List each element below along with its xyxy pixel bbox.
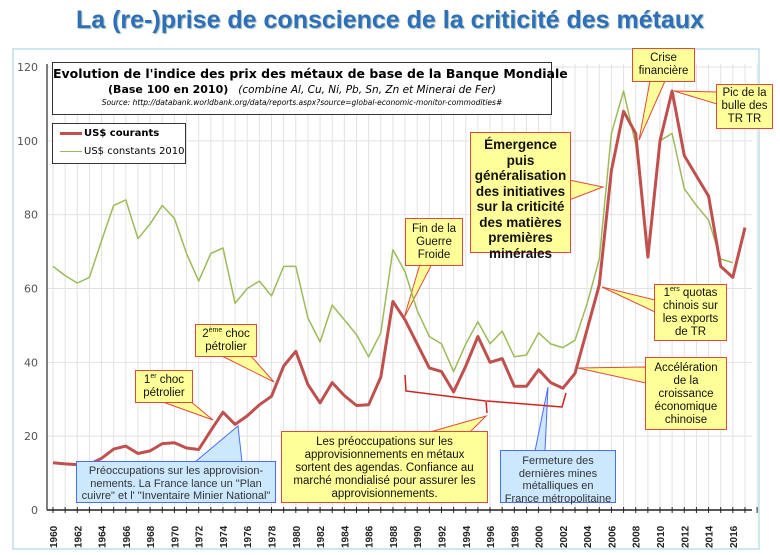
x-tick-label: 1988 [389, 525, 400, 548]
callout-preoccupations-1960s: Préoccupations sur les approvision-nemen… [76, 461, 276, 503]
x-tick-label: 2010 [656, 525, 667, 548]
legend-item-constants: US$ constants 2010 [60, 146, 185, 157]
x-tick-label: 1996 [486, 525, 497, 548]
x-tick-label: 1992 [437, 525, 448, 548]
x-tick-label: 1982 [316, 525, 327, 548]
x-tick-label: 2006 [607, 525, 618, 548]
chart-source: Source: http://databank.worldbank.org/da… [101, 98, 503, 107]
series-lines [52, 89, 747, 467]
x-tick-label: 2012 [680, 525, 691, 548]
x-tick-label: 1976 [243, 525, 254, 548]
legend-item-courants: US$ courants [60, 128, 159, 139]
slide-frame [12, 48, 760, 550]
callout-quotas: 1ers quotas chinois sur les exports de T… [654, 284, 727, 341]
x-tick-label: 1984 [340, 525, 351, 548]
series-line-courants [52, 89, 747, 467]
x-tick-label: 1970 [170, 525, 181, 548]
callout-guerre-froide: Fin de la Guerre Froide [405, 218, 463, 266]
callout-crise-financiere: Crise financière [632, 48, 695, 82]
slide-title: La (re-)prise de conscience de la critic… [75, 6, 705, 34]
callout-pointer [673, 90, 718, 105]
x-tick-label: 2016 [729, 525, 740, 548]
callout-choc1: 1er choc pétrolier [135, 370, 193, 403]
callout-pointers [159, 80, 718, 463]
callout-emergence: Émergence puis généralisation des initia… [470, 132, 571, 261]
callout-acceleration: Accélération de la croissance économique… [645, 357, 727, 430]
x-tick-label: 2002 [559, 525, 570, 548]
callout-pointer [403, 263, 433, 319]
x-tick-label: 1998 [510, 525, 521, 548]
callout-pointer [601, 286, 656, 313]
x-tick-label: 1978 [268, 525, 279, 548]
x-tick-label: 1974 [219, 525, 230, 548]
y-tick-label: 120 [17, 61, 38, 74]
chart-subtitle-bold: (Base 100 en 2010) [108, 83, 229, 96]
x-tick-label: 1962 [73, 525, 84, 548]
chart-subtitle-italic: (combine Al, Cu, Ni, Pb, Sn, Zn et Miner… [238, 84, 496, 96]
callout-pic-bulle: Pic de la bulle des TR TR [716, 84, 773, 129]
y-tick-label: 40 [24, 356, 38, 369]
callout-fermeture-mines: Fermeture des dernières mines métallique… [500, 450, 616, 505]
x-tick-label: 2004 [583, 525, 594, 548]
callout-pointer [577, 366, 647, 384]
callout-pointer [534, 386, 549, 452]
axes: 0 20 40 60 80 100 120 1960 1962 1964 1966 1968 1970 1… [17, 61, 758, 548]
chart-title: Evolution de l'indice des prix des métau… [53, 66, 568, 81]
x-tick-label: 1972 [195, 525, 206, 548]
x-tick-label: 1994 [462, 525, 473, 548]
x-tick-label: 1960 [49, 525, 60, 548]
period-brace [404, 374, 567, 414]
legend-label: US$ constants 2010 [84, 146, 185, 157]
x-tick-label: 1990 [413, 525, 424, 548]
chart-title-box: Evolution de l'indice des prix des métau… [52, 62, 568, 115]
callout-preoccupations-sortent: Les préoccupations sur les approvisionne… [281, 431, 488, 503]
y-tick-label: 60 [24, 283, 38, 296]
x-tick-label: 1964 [98, 525, 109, 548]
y-tick-label: 20 [24, 430, 38, 443]
x-tick-label: 1980 [292, 525, 303, 548]
legend: US$ courants US$ constants 2010 [52, 123, 186, 164]
x-tick-label: 2000 [535, 525, 546, 548]
x-tick-label: 1968 [146, 525, 157, 548]
y-tick-label: 0 [31, 504, 38, 517]
brace-1989-2002 [404, 374, 567, 414]
y-tick-label: 100 [17, 135, 38, 148]
legend-swatch [60, 151, 82, 152]
x-tick-label: 2008 [632, 525, 643, 548]
legend-label: US$ courants [84, 128, 160, 139]
callout-pointer [568, 179, 605, 201]
legend-swatch [60, 132, 82, 135]
callout-choc2: 2ème choc pétrolier [195, 324, 257, 357]
x-tick-label: 1986 [365, 525, 376, 548]
y-tick-label: 80 [24, 209, 38, 222]
x-tick-label: 2014 [705, 525, 716, 548]
x-tick-label: 1966 [122, 525, 133, 548]
